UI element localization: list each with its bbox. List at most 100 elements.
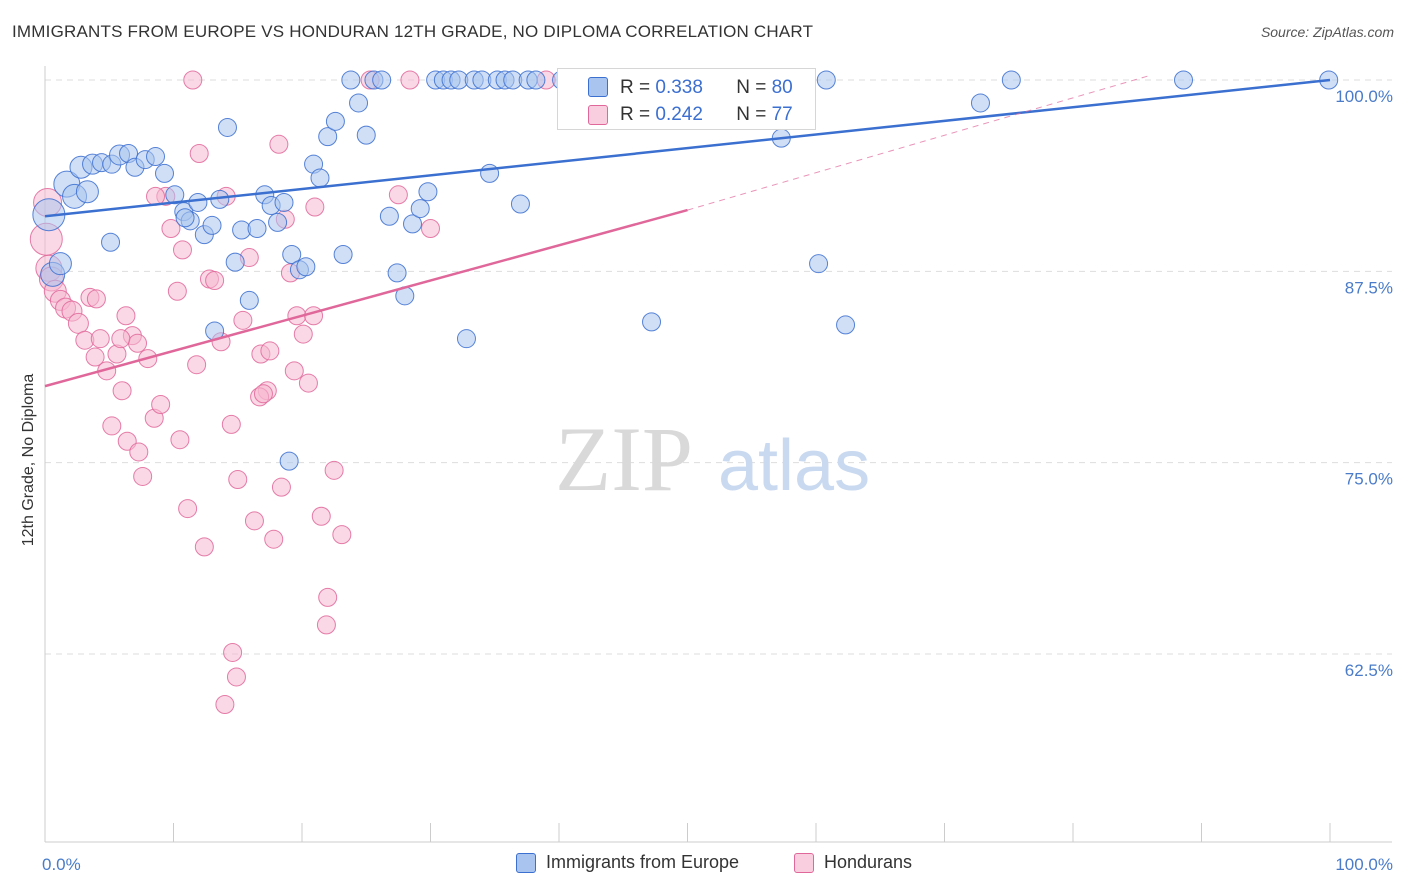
hondurans-point-38 bbox=[233, 310, 253, 330]
europe-point-31 bbox=[274, 192, 294, 212]
europe-point-62 bbox=[510, 194, 530, 214]
hondurans-point-30 bbox=[189, 143, 209, 163]
legend-label-hondurans: Hondurans bbox=[824, 852, 913, 872]
y-tick-label-3: 62.5% bbox=[1345, 661, 1393, 680]
stats-box: R = 0.338 N = 80 R = 0.242 N = 77 bbox=[557, 68, 816, 130]
y-tick-label-1: 87.5% bbox=[1345, 278, 1393, 297]
hondurans-r-value: 0.242 bbox=[655, 104, 703, 125]
hondurans-point-25 bbox=[161, 218, 181, 238]
hondurans-point-23 bbox=[151, 395, 171, 415]
hondurans-point-71 bbox=[284, 361, 304, 381]
hondurans-point-74 bbox=[86, 289, 106, 309]
europe-point-75 bbox=[970, 93, 990, 113]
europe-point-42 bbox=[356, 125, 376, 145]
legend-item-hondurans[interactable]: Hondurans bbox=[794, 852, 912, 873]
europe-point-81 bbox=[101, 232, 121, 252]
europe-point-15 bbox=[155, 163, 175, 183]
source-label: Source: ZipAtlas.com bbox=[1260, 24, 1394, 40]
europe-point-58 bbox=[480, 163, 500, 183]
hondurans-point-69 bbox=[260, 341, 280, 361]
europe-point-21 bbox=[202, 215, 222, 235]
hondurans-point-68 bbox=[253, 384, 273, 404]
europe-point-30 bbox=[268, 212, 288, 232]
hondurans-point-49 bbox=[298, 373, 318, 393]
europe-point-44 bbox=[372, 70, 392, 90]
europe-point-38 bbox=[325, 111, 345, 131]
europe-r-value: 0.338 bbox=[655, 77, 703, 98]
hondurans-point-29 bbox=[183, 70, 203, 90]
europe-point-82 bbox=[175, 208, 195, 228]
europe-point-36 bbox=[310, 168, 330, 188]
hondurans-point-31 bbox=[194, 537, 214, 557]
stats-swatch-hondurans bbox=[588, 105, 608, 125]
hondurans-point-70 bbox=[271, 477, 291, 497]
hondurans-point-28 bbox=[178, 499, 198, 519]
hondurans-point-63 bbox=[187, 355, 207, 375]
europe-points bbox=[32, 70, 1339, 471]
axes bbox=[44, 66, 1392, 843]
hondurans-point-62 bbox=[129, 442, 149, 462]
hondurans-point-43 bbox=[264, 529, 284, 549]
europe-r-label: R = bbox=[620, 77, 656, 98]
hondurans-point-16 bbox=[112, 381, 132, 401]
europe-point-23 bbox=[217, 117, 237, 137]
x-tick-label-1: 100.0% bbox=[1335, 855, 1393, 874]
europe-n-label: N = bbox=[736, 77, 772, 98]
hondurans-point-27 bbox=[172, 240, 192, 260]
hondurans-point-72 bbox=[304, 306, 324, 326]
hondurans-point-36 bbox=[221, 414, 241, 434]
trend-lines bbox=[44, 74, 1331, 388]
watermark-atlas: atlas bbox=[718, 426, 870, 506]
europe-point-49 bbox=[410, 199, 430, 219]
europe-point-48 bbox=[403, 214, 423, 234]
hondurans-point-26 bbox=[167, 281, 187, 301]
europe-point-32 bbox=[282, 244, 302, 264]
hondurans-point-75 bbox=[111, 329, 131, 349]
y-tick-label-0: 100.0% bbox=[1335, 87, 1393, 106]
europe-point-27 bbox=[247, 218, 267, 238]
hondurans-point-65 bbox=[223, 642, 243, 662]
hondurans-point-8 bbox=[67, 312, 89, 334]
tick-labels: 100.0% 87.5% 75.0% 62.5% 0.0% 100.0% bbox=[42, 87, 1393, 874]
hondurans-trend-extension bbox=[687, 74, 1151, 211]
europe-point-14 bbox=[146, 147, 166, 167]
hondurans-point-64 bbox=[215, 695, 235, 715]
hondurans-n-value: 77 bbox=[771, 104, 793, 125]
europe-point-37 bbox=[318, 127, 338, 147]
legend-item-europe[interactable]: Immigrants from Europe bbox=[516, 852, 739, 873]
chart-title: IMMIGRANTS FROM EUROPE VS HONDURAN 12TH … bbox=[12, 22, 814, 41]
hondurans-r-label: R = bbox=[620, 104, 656, 125]
stats-swatch-europe bbox=[588, 77, 608, 97]
europe-point-76 bbox=[1001, 70, 1021, 90]
hondurans-point-19 bbox=[128, 333, 148, 353]
hondurans-point-56 bbox=[388, 185, 408, 205]
legend-swatch-hondurans bbox=[794, 852, 814, 873]
hondurans-point-57 bbox=[400, 70, 420, 90]
hondurans-point-50 bbox=[305, 197, 325, 217]
europe-n-value: 80 bbox=[771, 77, 793, 98]
hondurans-point-33 bbox=[205, 271, 225, 291]
europe-point-24 bbox=[225, 252, 245, 272]
stats-row-hondurans: R = 0.242 N = 77 bbox=[620, 104, 793, 126]
europe-point-6 bbox=[75, 180, 99, 204]
europe-point-67 bbox=[642, 312, 662, 332]
hondurans-point-12 bbox=[90, 329, 110, 349]
europe-point-45 bbox=[379, 206, 399, 226]
hondurans-point-51 bbox=[311, 506, 331, 526]
europe-point-77 bbox=[1174, 70, 1194, 90]
europe-point-41 bbox=[349, 93, 369, 113]
europe-trend-line bbox=[44, 78, 1331, 218]
legend-swatch-europe bbox=[516, 852, 536, 873]
europe-point-16 bbox=[165, 185, 185, 205]
hondurans-point-48 bbox=[293, 324, 313, 344]
europe-point-80 bbox=[279, 451, 299, 471]
europe-point-64 bbox=[526, 70, 546, 90]
hondurans-point-11 bbox=[85, 347, 105, 367]
europe-point-19 bbox=[188, 192, 208, 212]
europe-point-50 bbox=[418, 182, 438, 202]
watermark-zip: ZIP bbox=[555, 408, 693, 510]
europe-point-34 bbox=[296, 257, 316, 277]
hondurans-point-76 bbox=[116, 306, 136, 326]
hondurans-point-40 bbox=[244, 511, 264, 531]
